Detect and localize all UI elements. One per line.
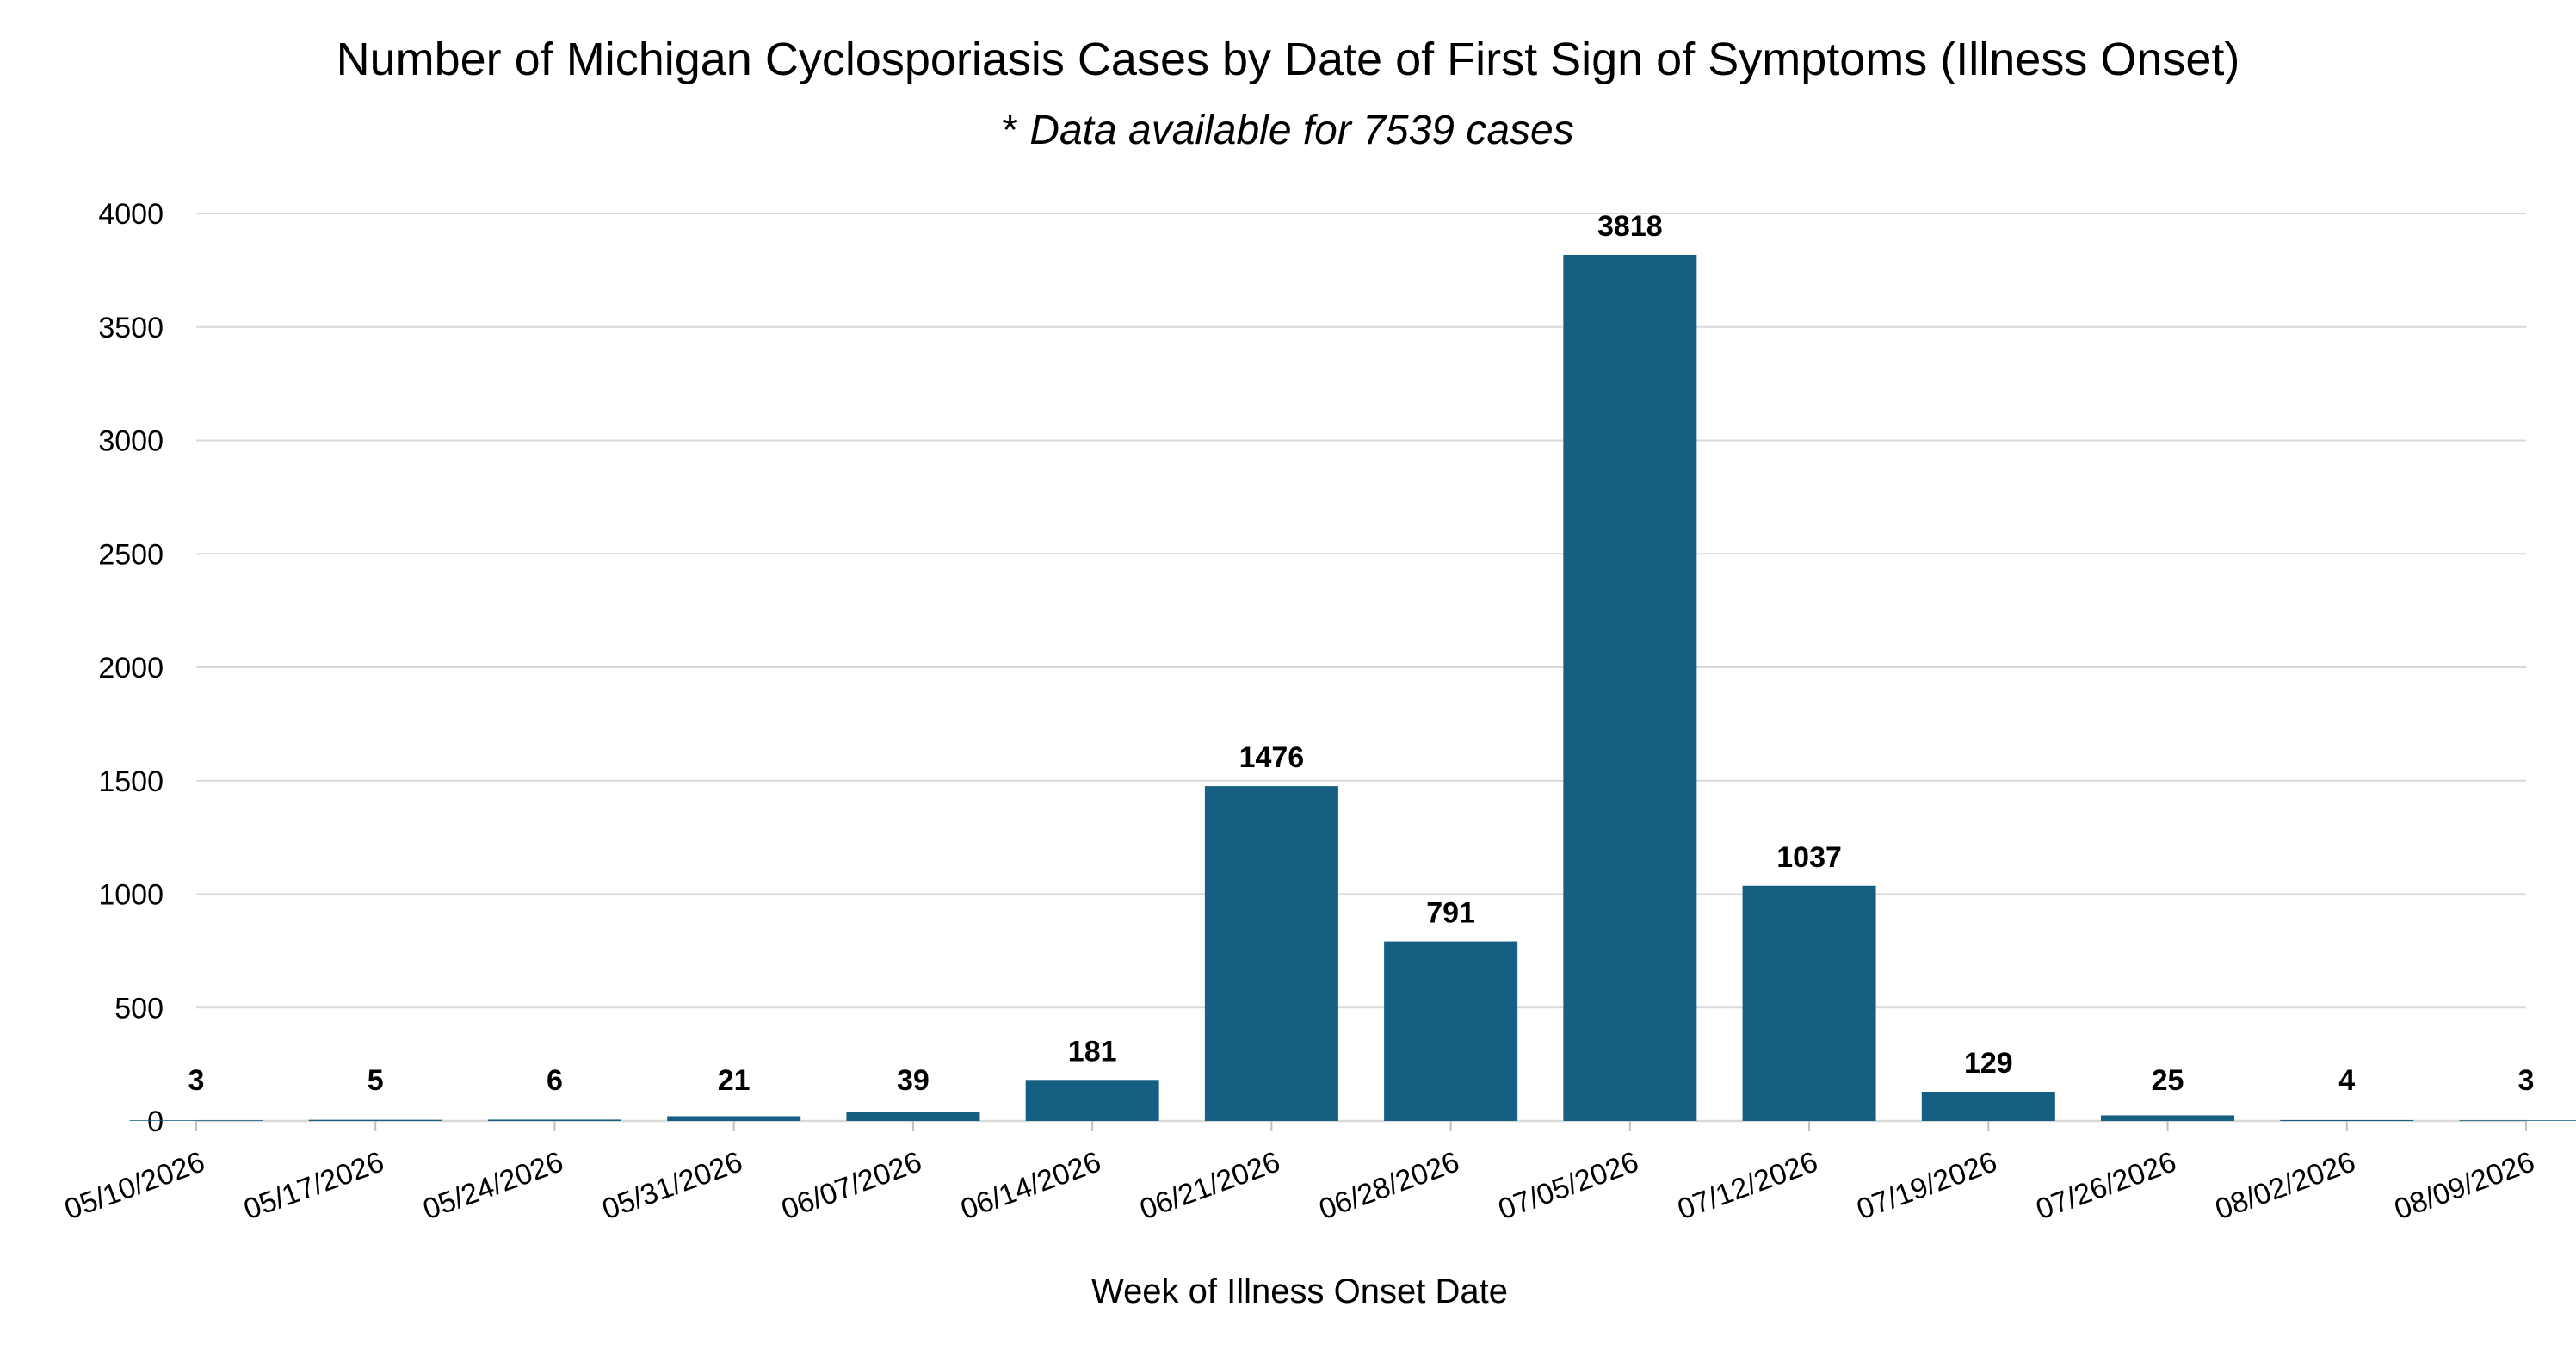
x-axis-title: Week of Illness Onset Date bbox=[1091, 1273, 1508, 1310]
data-label: 3 bbox=[2518, 1064, 2535, 1097]
bar bbox=[487, 1119, 621, 1121]
data-label: 5 bbox=[368, 1064, 384, 1097]
y-tick-label: 3500 bbox=[98, 312, 164, 344]
data-label: 129 bbox=[1964, 1047, 2013, 1080]
bar bbox=[667, 1116, 801, 1121]
x-tick-label: 07/26/2026 bbox=[2032, 1145, 2181, 1226]
gridlines bbox=[196, 213, 2526, 1123]
data-label: 3818 bbox=[1597, 210, 1663, 243]
data-label: 3 bbox=[188, 1064, 205, 1097]
bar bbox=[2101, 1115, 2235, 1121]
y-tick-label: 500 bbox=[114, 992, 164, 1025]
bar bbox=[1025, 1080, 1159, 1121]
x-tick-label: 05/24/2026 bbox=[419, 1145, 568, 1226]
data-labels: 3 5 6 21 39 181 1476 791 3818 1037 129 25 4 3 bbox=[188, 210, 2535, 1097]
y-axis: 0 500 1000 1500 2000 2500 3000 3500 4000 bbox=[98, 198, 164, 1138]
data-label: 1476 bbox=[1239, 741, 1305, 774]
bars bbox=[129, 254, 2576, 1121]
y-tick-label: 2000 bbox=[98, 652, 164, 684]
data-label: 25 bbox=[2152, 1064, 2184, 1097]
data-label: 6 bbox=[547, 1064, 563, 1097]
bar bbox=[846, 1112, 980, 1121]
bar bbox=[308, 1119, 442, 1121]
y-tick-label: 3000 bbox=[98, 425, 164, 458]
chart-subtitle: * Data available for 7539 cases bbox=[0, 107, 2576, 154]
bar bbox=[129, 1120, 263, 1121]
y-tick-label: 1500 bbox=[98, 765, 164, 798]
x-tick-label: 07/12/2026 bbox=[1673, 1145, 1822, 1226]
x-tick-label: 06/07/2026 bbox=[777, 1145, 926, 1226]
y-tick-label: 1000 bbox=[98, 879, 164, 912]
chart-title: Number of Michigan Cyclosporiasis Cases … bbox=[336, 34, 2240, 85]
data-label: 181 bbox=[1068, 1035, 1117, 1068]
x-tick-label: 08/02/2026 bbox=[2211, 1145, 2360, 1226]
bar bbox=[1921, 1092, 2055, 1121]
x-tick-label: 07/05/2026 bbox=[1494, 1145, 1643, 1226]
subtitle-asterisk: * bbox=[1002, 108, 1018, 153]
data-label: 1037 bbox=[1776, 841, 1842, 874]
x-tick-label: 06/28/2026 bbox=[1315, 1145, 1464, 1226]
data-label: 39 bbox=[897, 1064, 930, 1097]
subtitle-text: Data available for 7539 cases bbox=[1029, 108, 1574, 153]
bar bbox=[2280, 1119, 2414, 1121]
x-tick-label: 06/21/2026 bbox=[1135, 1145, 1284, 1226]
x-tick-label: 07/19/2026 bbox=[1852, 1145, 2001, 1226]
x-tick-label: 08/09/2026 bbox=[2390, 1145, 2539, 1226]
data-label: 21 bbox=[718, 1064, 751, 1097]
y-tick-label: 0 bbox=[147, 1105, 164, 1138]
data-label: 791 bbox=[1426, 897, 1475, 930]
y-tick-label: 2500 bbox=[98, 538, 164, 571]
bar bbox=[1742, 885, 1876, 1121]
x-tick-label: 05/10/2026 bbox=[60, 1145, 209, 1226]
bar bbox=[1204, 786, 1338, 1121]
x-axis: 05/10/2026 05/17/2026 05/24/2026 05/31/2026… bbox=[60, 1121, 2539, 1226]
bar bbox=[1563, 254, 1697, 1121]
x-tick-label: 05/31/2026 bbox=[598, 1145, 747, 1226]
x-tick-label: 05/17/2026 bbox=[239, 1145, 388, 1226]
bar bbox=[2459, 1120, 2576, 1121]
bar bbox=[1384, 941, 1518, 1121]
x-tick-label: 06/14/2026 bbox=[956, 1145, 1105, 1226]
data-label: 4 bbox=[2338, 1064, 2355, 1097]
y-tick-label: 4000 bbox=[98, 198, 164, 231]
